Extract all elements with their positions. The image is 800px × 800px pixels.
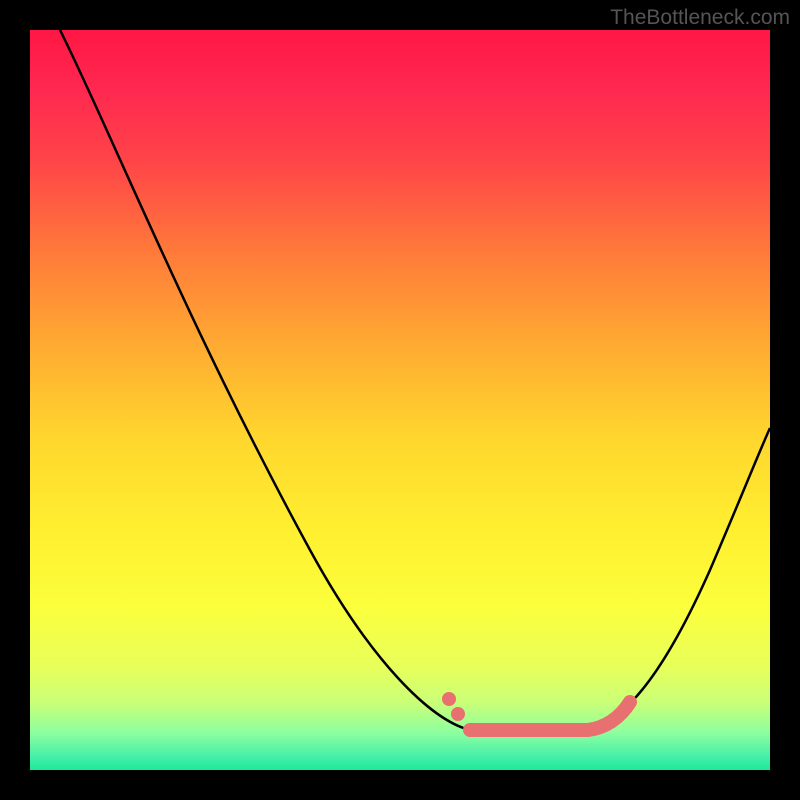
curve-overlay — [470, 702, 630, 730]
curve-group — [60, 30, 770, 730]
curve-marker — [442, 692, 456, 706]
curve-svg — [30, 30, 770, 770]
curve-markers — [442, 692, 465, 721]
watermark-text: TheBottleneck.com — [610, 6, 790, 30]
curve-marker — [451, 707, 465, 721]
curve-left — [60, 30, 470, 730]
curve-right — [588, 428, 770, 730]
plot-area — [30, 30, 770, 770]
